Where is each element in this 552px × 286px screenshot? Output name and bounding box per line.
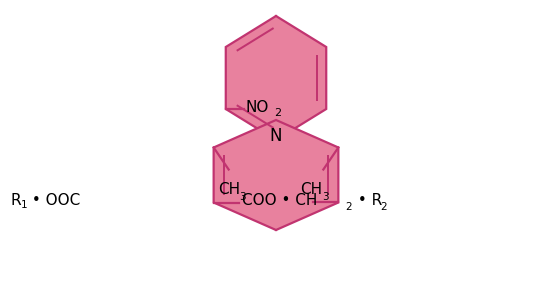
Text: R: R <box>10 193 20 208</box>
Text: N: N <box>270 127 282 145</box>
Text: 3: 3 <box>240 192 246 202</box>
Text: • R: • R <box>353 193 382 208</box>
Text: 2: 2 <box>346 202 352 212</box>
Polygon shape <box>226 16 326 140</box>
Text: CH: CH <box>300 182 322 197</box>
Text: NO: NO <box>246 100 269 114</box>
Text: 2: 2 <box>274 108 281 118</box>
Text: CH: CH <box>217 182 240 197</box>
Text: • OOC: • OOC <box>27 193 80 208</box>
Text: COO • CH: COO • CH <box>242 193 317 208</box>
Text: 2: 2 <box>381 202 388 212</box>
Text: 1: 1 <box>21 200 28 210</box>
Polygon shape <box>214 120 338 230</box>
Text: 3: 3 <box>322 192 329 202</box>
